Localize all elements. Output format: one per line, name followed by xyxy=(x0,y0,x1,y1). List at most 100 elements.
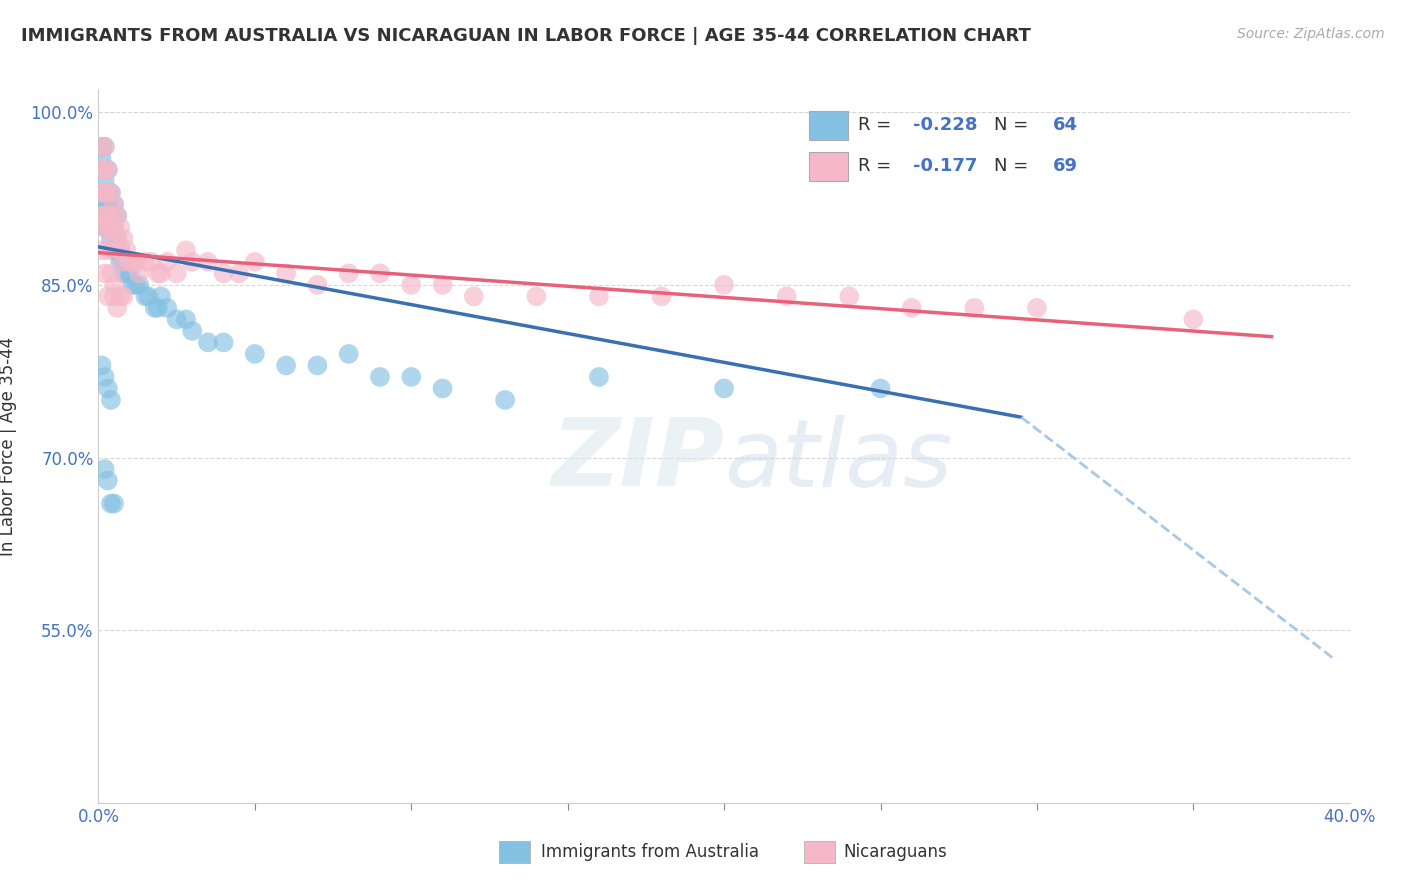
Point xyxy=(494,392,516,407)
Point xyxy=(337,266,360,280)
Point xyxy=(115,266,138,280)
Point xyxy=(197,255,219,269)
Point xyxy=(432,277,454,292)
Point xyxy=(97,381,120,395)
Point xyxy=(103,289,125,303)
Point xyxy=(274,266,298,280)
Point xyxy=(97,474,120,488)
Point xyxy=(100,220,122,235)
Point xyxy=(97,209,120,223)
Point xyxy=(166,266,188,280)
Point xyxy=(166,312,188,326)
Point xyxy=(307,277,329,292)
Point xyxy=(100,186,122,200)
Point xyxy=(174,244,197,258)
Point xyxy=(125,255,148,269)
Point xyxy=(90,151,112,165)
Point xyxy=(146,266,169,280)
Point xyxy=(103,277,125,292)
Point xyxy=(93,162,115,177)
Point xyxy=(125,277,148,292)
Point xyxy=(128,277,150,292)
Point xyxy=(97,186,120,200)
Point xyxy=(134,255,156,269)
Point xyxy=(112,255,135,269)
Y-axis label: In Labor Force | Age 35-44: In Labor Force | Age 35-44 xyxy=(0,336,17,556)
Point xyxy=(93,462,115,476)
Point xyxy=(105,232,128,246)
Point xyxy=(103,197,125,211)
Point xyxy=(138,289,160,303)
Point xyxy=(100,209,122,223)
Point xyxy=(97,162,120,177)
Point xyxy=(150,266,173,280)
Point xyxy=(110,220,132,235)
Text: ZIP: ZIP xyxy=(551,414,724,507)
Point xyxy=(112,232,135,246)
Point xyxy=(212,266,235,280)
Text: IMMIGRANTS FROM AUSTRALIA VS NICARAGUAN IN LABOR FORCE | AGE 35-44 CORRELATION C: IMMIGRANTS FROM AUSTRALIA VS NICARAGUAN … xyxy=(21,27,1031,45)
Point xyxy=(181,255,204,269)
Point xyxy=(105,209,128,223)
Point xyxy=(900,301,922,315)
Point xyxy=(93,266,115,280)
Point xyxy=(103,244,125,258)
Point xyxy=(432,381,454,395)
Point xyxy=(105,209,128,223)
Point xyxy=(90,197,112,211)
Point xyxy=(174,312,197,326)
Point xyxy=(838,289,860,303)
Point xyxy=(118,266,141,280)
Point xyxy=(110,244,132,258)
Point xyxy=(93,209,115,223)
Point xyxy=(93,186,115,200)
Point xyxy=(146,301,169,315)
Point xyxy=(156,255,179,269)
Point xyxy=(110,289,132,303)
Point xyxy=(103,220,125,235)
Point xyxy=(100,232,122,246)
Point xyxy=(100,209,122,223)
Point xyxy=(93,370,115,384)
Point xyxy=(100,497,122,511)
Point xyxy=(93,220,115,235)
Point xyxy=(97,197,120,211)
Point xyxy=(197,335,219,350)
Point xyxy=(97,220,120,235)
Point xyxy=(118,255,141,269)
Point xyxy=(93,209,115,223)
Point xyxy=(1026,301,1049,315)
Point xyxy=(337,347,360,361)
Point xyxy=(401,370,423,384)
Point xyxy=(1182,312,1205,326)
Point xyxy=(121,255,143,269)
Point xyxy=(869,381,891,395)
Point xyxy=(97,244,120,258)
Point xyxy=(97,289,120,303)
Point xyxy=(776,289,799,303)
Point xyxy=(141,255,163,269)
Point xyxy=(103,197,125,211)
Point xyxy=(93,197,115,211)
Point xyxy=(97,186,120,200)
Point xyxy=(243,255,266,269)
Point xyxy=(401,277,423,292)
Point xyxy=(368,266,391,280)
Point xyxy=(90,359,112,373)
Text: atlas: atlas xyxy=(724,415,952,506)
Point xyxy=(128,266,150,280)
Point xyxy=(713,381,735,395)
Point xyxy=(212,335,235,350)
Point xyxy=(307,359,329,373)
Point xyxy=(588,289,610,303)
Point xyxy=(143,301,166,315)
Point xyxy=(100,220,122,235)
Point xyxy=(463,289,485,303)
Point xyxy=(105,244,128,258)
Point xyxy=(368,370,391,384)
Point xyxy=(110,244,132,258)
Point xyxy=(90,244,112,258)
Point xyxy=(93,140,115,154)
Point xyxy=(112,266,135,280)
Point xyxy=(90,140,112,154)
